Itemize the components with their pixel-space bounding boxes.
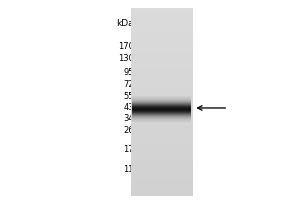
Text: 34-: 34- [123, 114, 137, 123]
Text: 1: 1 [159, 18, 166, 28]
Text: 43-: 43- [123, 103, 137, 112]
Text: 11-: 11- [124, 165, 137, 174]
Text: 26-: 26- [123, 126, 137, 135]
Text: 170-: 170- [118, 42, 137, 51]
Text: 95-: 95- [124, 68, 137, 77]
Text: 55-: 55- [124, 92, 137, 101]
Text: 72-: 72- [123, 80, 137, 89]
Bar [139, 30, 186, 175]
Text: kDa: kDa [116, 19, 134, 28]
Text: 130-: 130- [118, 54, 137, 63]
Text: 17-: 17- [123, 145, 137, 154]
